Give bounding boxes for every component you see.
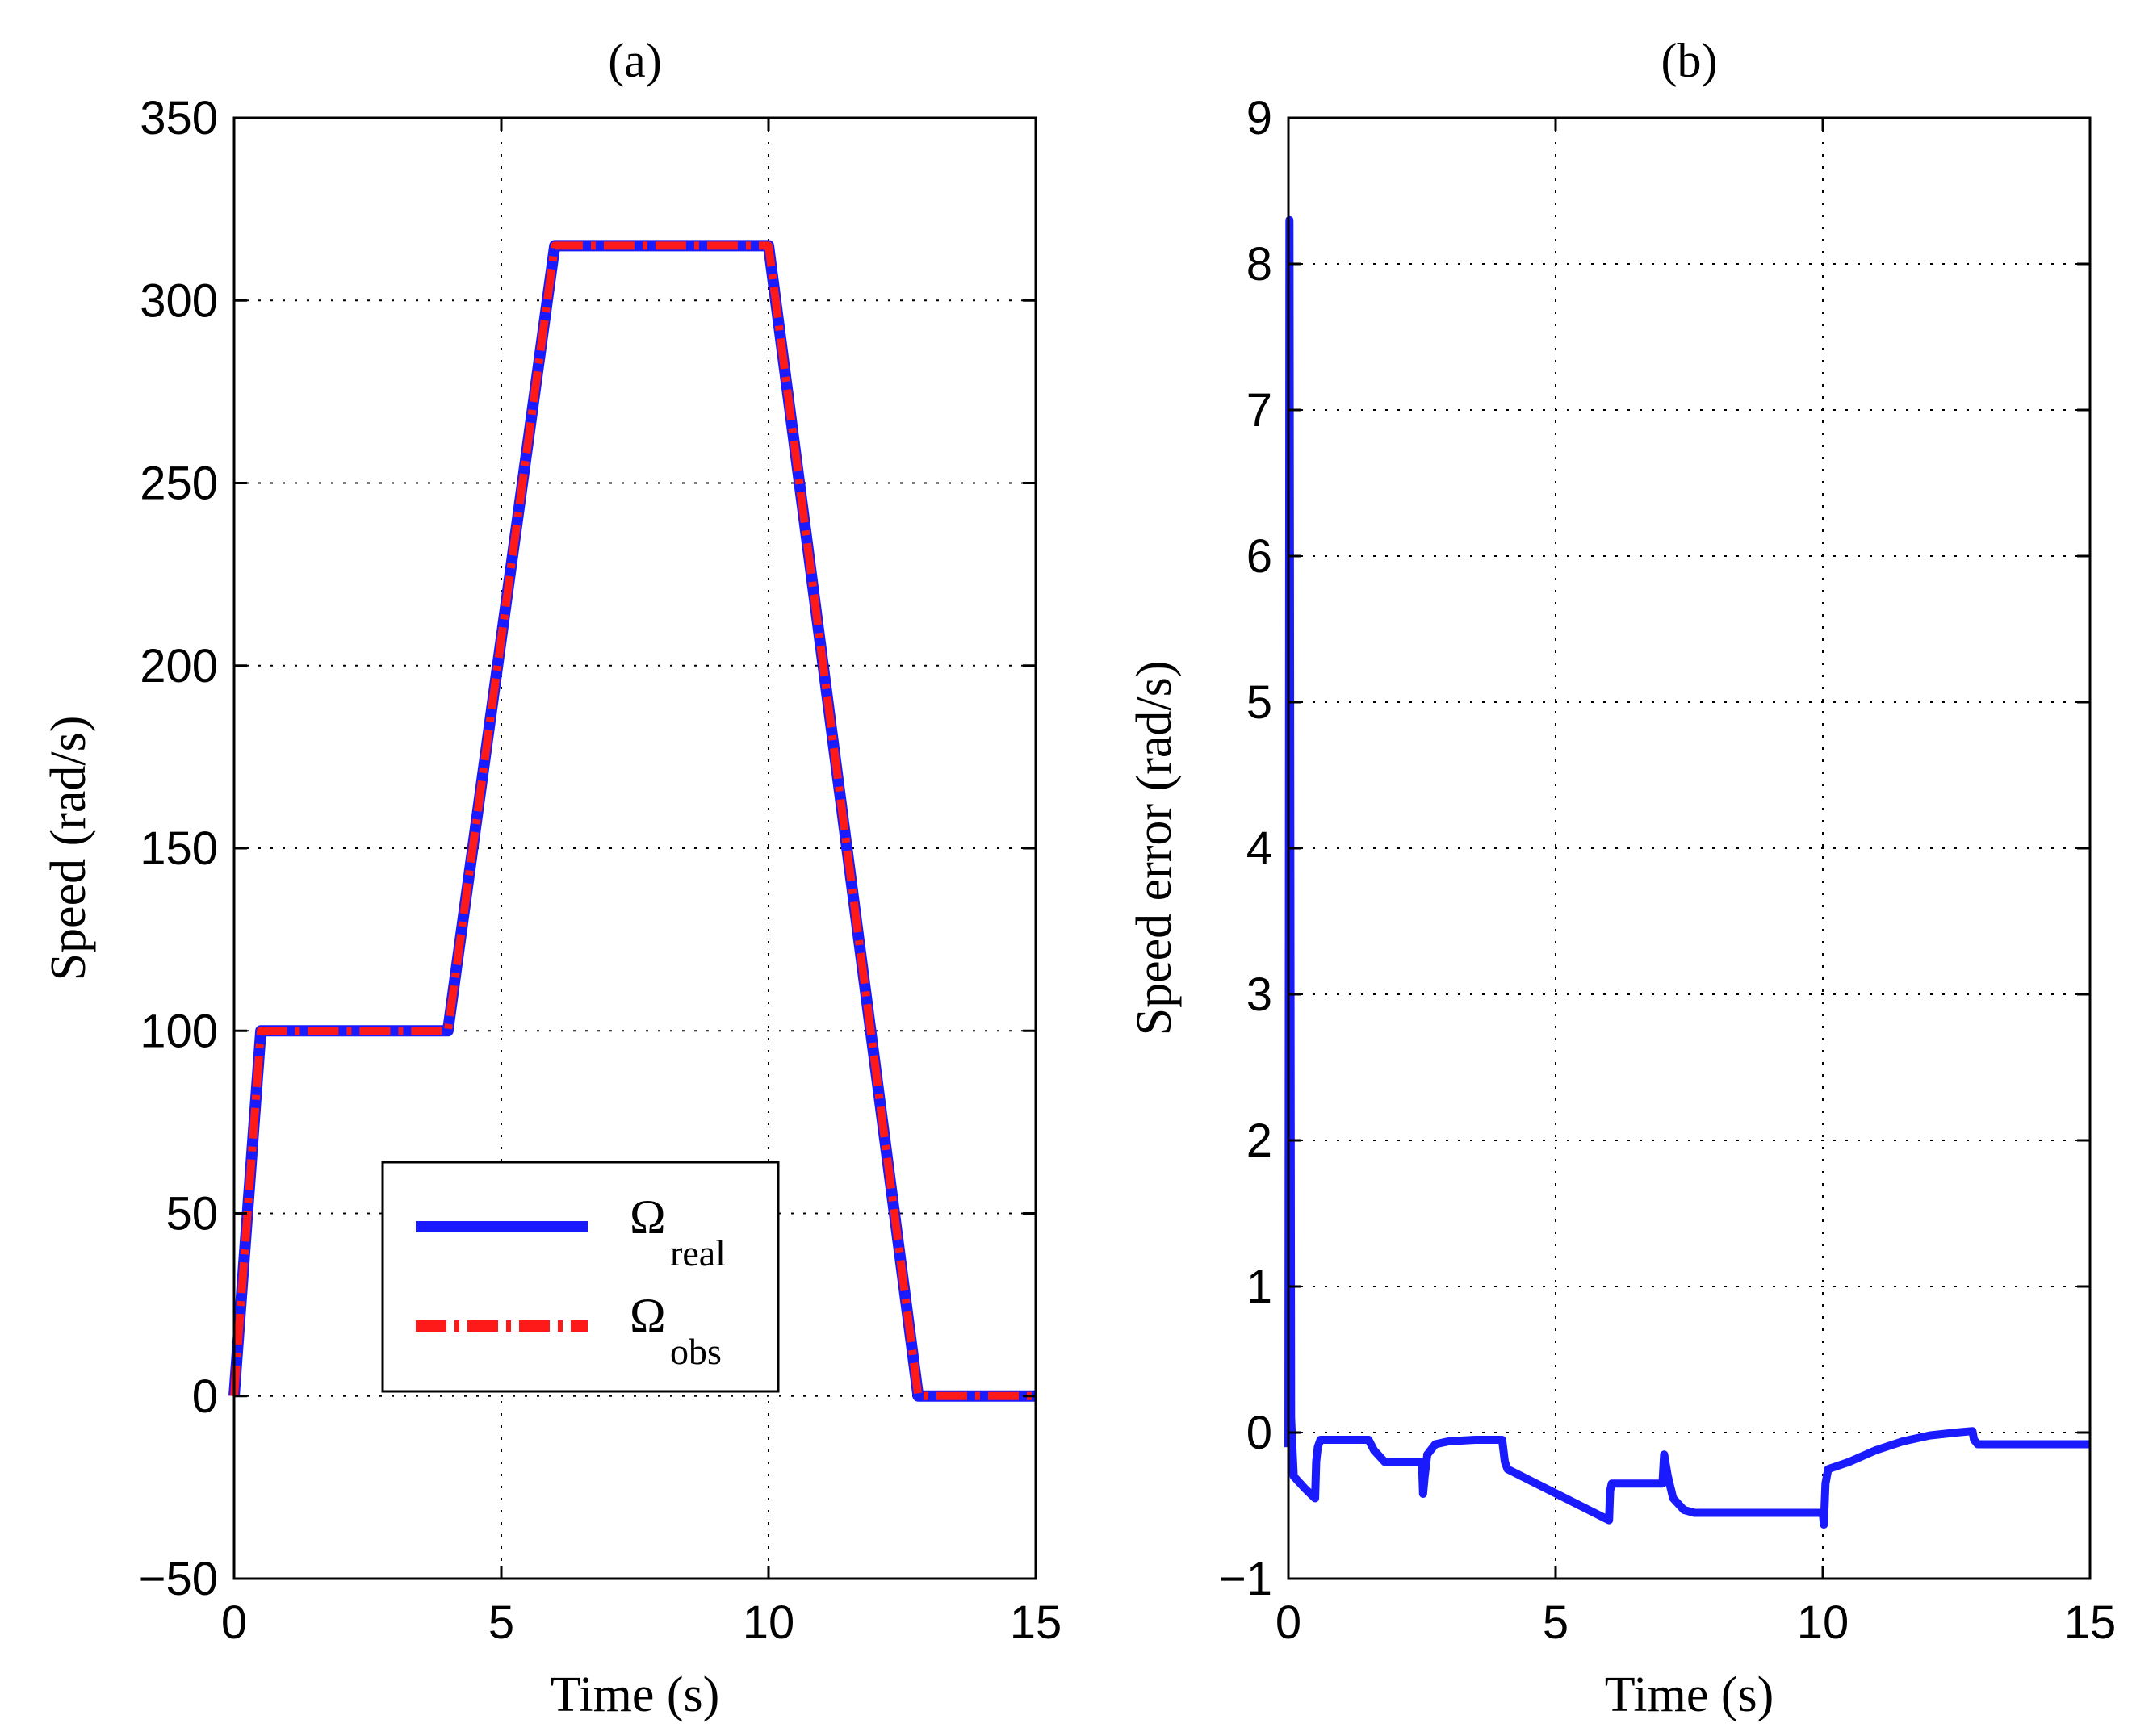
y-tick-label: 5 bbox=[1246, 676, 1272, 729]
panel-b-series bbox=[1284, 215, 2090, 1529]
y-tick-label: 9 bbox=[1246, 92, 1272, 144]
y-tick-label: 4 bbox=[1246, 822, 1272, 875]
panel-a-x-axis-label: Time (s) bbox=[551, 1667, 720, 1722]
panel-a-legend: Ω real Ω obs bbox=[381, 1161, 780, 1393]
y-tick-label: −50 bbox=[139, 1553, 218, 1605]
y-tick-label: 3 bbox=[1246, 968, 1272, 1021]
y-tick-label: 100 bbox=[140, 1005, 218, 1057]
y-tick-label: 7 bbox=[1246, 384, 1272, 437]
x-tick-label: 0 bbox=[221, 1596, 247, 1649]
series-line-speed-error bbox=[1284, 215, 2090, 1529]
y-tick-label: 0 bbox=[192, 1370, 218, 1423]
x-tick-label: 15 bbox=[2064, 1596, 2117, 1649]
panel-a-series bbox=[228, 240, 1036, 1402]
y-tick-label: −1 bbox=[1219, 1553, 1272, 1605]
series-line-obs bbox=[230, 241, 1036, 1400]
x-tick-label: 15 bbox=[1010, 1596, 1062, 1649]
x-tick-label: 5 bbox=[1543, 1596, 1569, 1649]
y-tick-label: 8 bbox=[1246, 238, 1272, 291]
y-tick-label: 150 bbox=[140, 822, 218, 875]
y-tick-label: 300 bbox=[140, 274, 218, 327]
panel-b-x-axis-label: Time (s) bbox=[1605, 1667, 1774, 1722]
panel-b-title: (b) bbox=[1661, 34, 1718, 87]
y-tick-label: 350 bbox=[140, 92, 218, 144]
panel-a-y-axis-label: Speed (rad/s) bbox=[41, 716, 96, 981]
x-tick-label: 10 bbox=[1797, 1596, 1849, 1649]
y-tick-label: 6 bbox=[1246, 530, 1272, 583]
legend-box bbox=[381, 1161, 780, 1393]
panel-b-grid bbox=[1288, 118, 2090, 1579]
y-tick-label: 2 bbox=[1246, 1115, 1272, 1167]
x-tick-label: 0 bbox=[1275, 1596, 1301, 1649]
panel-a-title: (a) bbox=[608, 34, 662, 87]
panel-b-y-axis-label: Speed error (rad/s) bbox=[1127, 661, 1182, 1036]
legend-symbol-real: Ω bbox=[630, 1190, 666, 1244]
y-tick-label: 250 bbox=[140, 458, 218, 510]
y-tick-label: 1 bbox=[1246, 1261, 1272, 1313]
legend-subscript-obs: obs bbox=[670, 1331, 722, 1372]
legend-symbol-obs: Ω bbox=[630, 1289, 666, 1342]
x-tick-label: 10 bbox=[743, 1596, 795, 1649]
legend-subscript-real: real bbox=[670, 1232, 726, 1274]
y-tick-label: 200 bbox=[140, 640, 218, 692]
x-tick-label: 5 bbox=[488, 1596, 514, 1649]
y-tick-label: 50 bbox=[165, 1188, 218, 1240]
y-tick-label: 0 bbox=[1246, 1407, 1272, 1459]
